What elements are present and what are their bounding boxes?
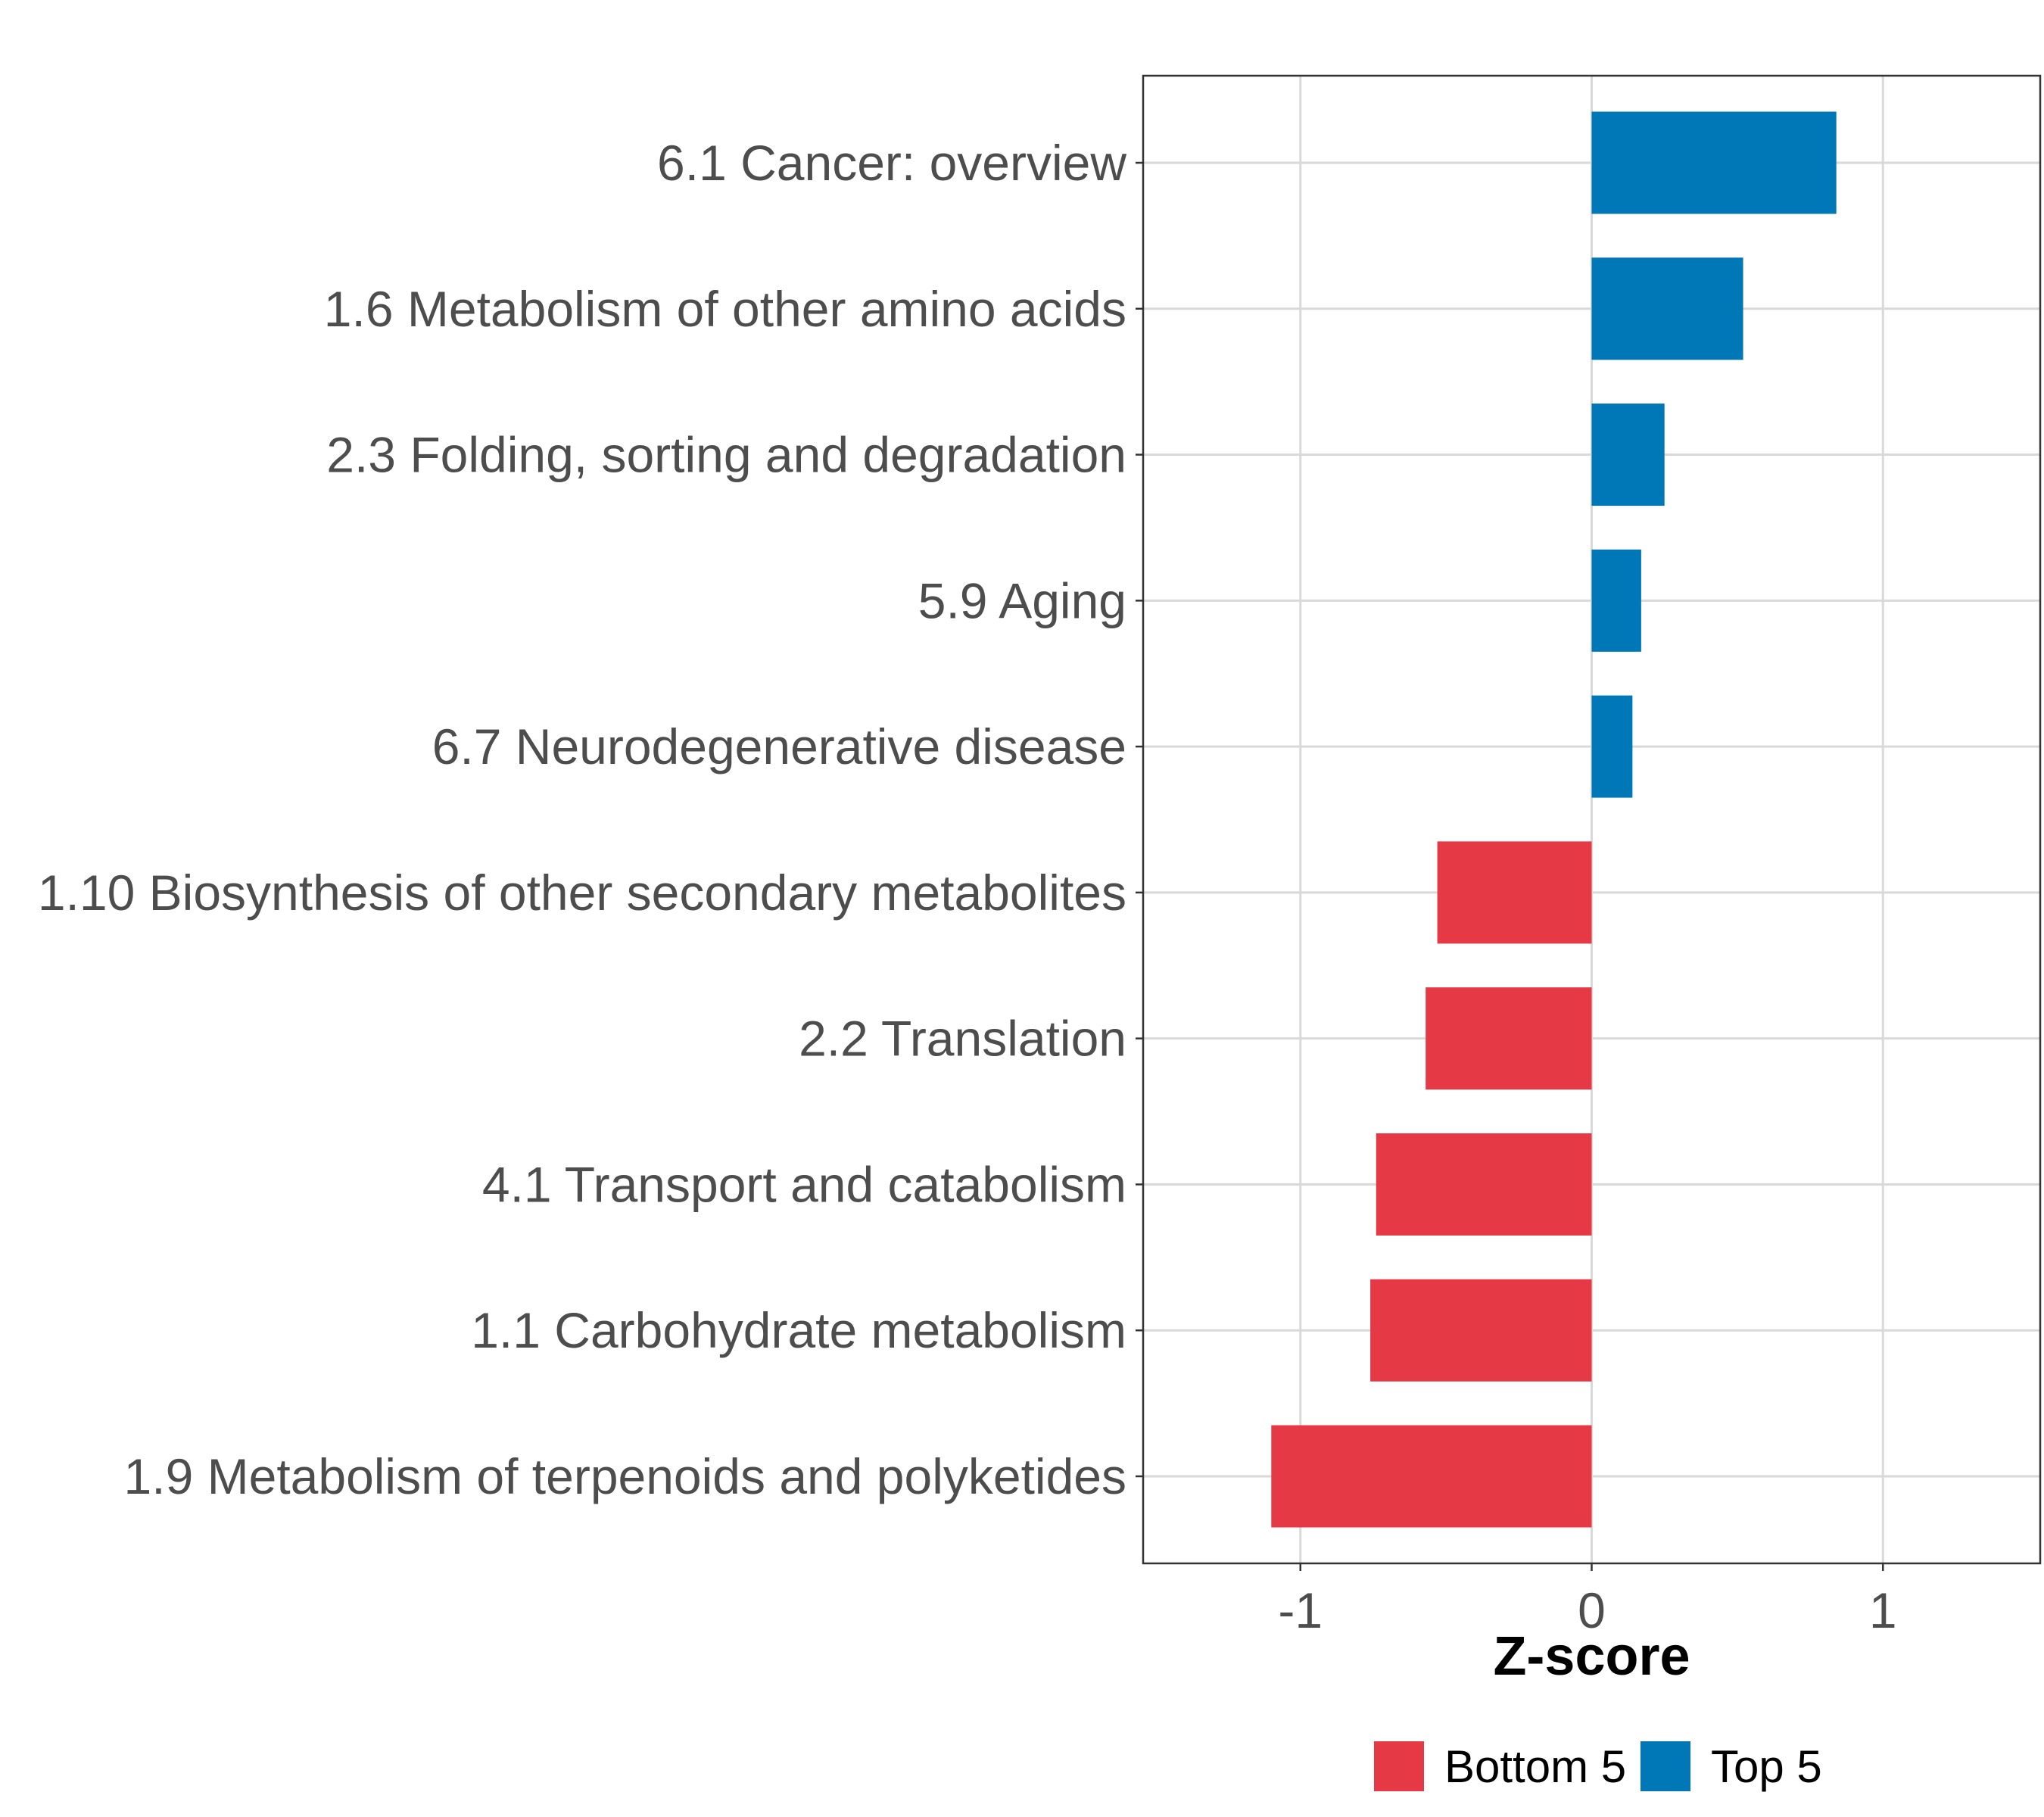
x-tick-label: 1 (1869, 1582, 1897, 1638)
bar (1370, 1279, 1592, 1382)
category-label: 2.2 Translation (799, 1011, 1126, 1067)
y-axis-ticks (1136, 161, 1143, 1478)
category-label: 1.9 Metabolism of terpenoids and polyket… (124, 1448, 1126, 1504)
bar (1591, 404, 1665, 506)
legend-key (1640, 1741, 1690, 1791)
bar (1437, 841, 1592, 944)
category-label: 5.9 Aging (918, 572, 1126, 628)
y-axis-labels: 6.1 Cancer: overview 1.6 Metabolism of ot… (38, 135, 1126, 1504)
category-label: 6.7 Neurodegenerative disease (432, 718, 1126, 774)
bar (1591, 257, 1743, 360)
legend-label: Bottom 5 (1444, 1741, 1626, 1792)
bar (1271, 1425, 1592, 1528)
x-axis-title: Z-score (1493, 1626, 1690, 1687)
x-tick-label: 0 (1578, 1582, 1606, 1638)
bar (1591, 549, 1641, 652)
bar (1426, 987, 1592, 1090)
plot-panel-border (1142, 74, 2042, 1565)
legend-key (1374, 1741, 1424, 1791)
category-label: 1.10 Biosynthesis of other secondary met… (38, 865, 1126, 921)
bar (1591, 695, 1633, 798)
category-label: 6.1 Cancer: overview (657, 135, 1126, 191)
legend: Bottom 5 Top 5 (1374, 1741, 1822, 1792)
x-tick-label: -1 (1278, 1582, 1323, 1638)
legend-label: Top 5 (1711, 1741, 1822, 1792)
bar (1591, 111, 1837, 214)
x-axis-ticks: -1 0 1 (1278, 1563, 1897, 1638)
bars (1271, 111, 1837, 1528)
category-label: 4.1 Transport and catabolism (482, 1156, 1126, 1212)
category-label: 2.3 Folding, sorting and degradation (326, 427, 1126, 483)
bar (1376, 1133, 1592, 1236)
category-label: 1.6 Metabolism of other amino acids (324, 281, 1126, 337)
category-label: 1.1 Carbohydrate metabolism (471, 1302, 1126, 1358)
